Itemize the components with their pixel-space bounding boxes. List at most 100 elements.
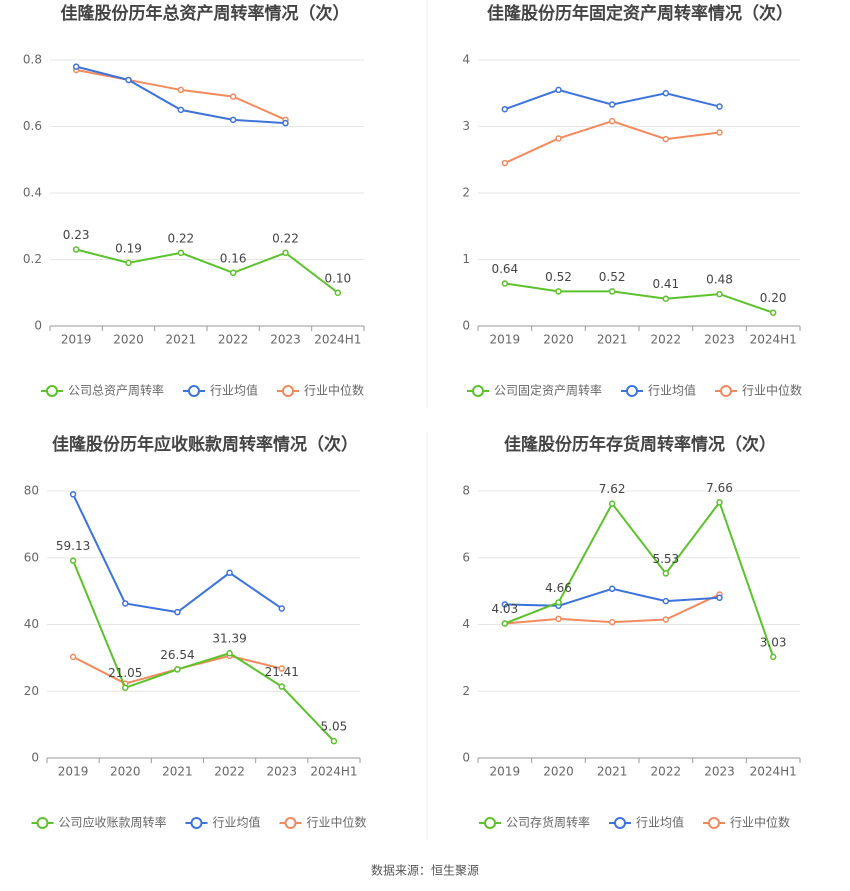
point [555,599,562,606]
y-tick-label: 6 [462,550,470,564]
x-tick-label: 2021 [597,765,628,779]
data-label: 0.16 [220,251,247,265]
legend-label: 行业中位数 [304,383,364,398]
series-line [504,120,720,164]
legend-marker [36,817,49,829]
y-tick-label: 0 [462,751,470,765]
data-label: 59.13 [56,539,90,553]
y-tick-label: 60 [24,550,39,564]
data-label: 0.52 [545,270,572,284]
point [662,570,670,577]
legend-marker [626,385,638,397]
point [282,119,289,127]
data-label: 7.62 [599,482,626,496]
point [608,618,616,626]
x-tick-label: 2022 [651,765,682,779]
point [226,649,233,657]
point [662,90,670,97]
legend-label: 行业均值 [636,815,684,830]
point [716,103,723,110]
point [608,101,616,108]
point [229,93,237,100]
chart-title: 佳隆股份历年总资产周转率情况（次） [61,3,350,24]
y-tick-label: 0.6 [23,119,42,133]
series-line [504,282,774,314]
point [177,106,185,114]
data-label: 31.39 [212,632,246,646]
point [501,620,509,627]
legend-label: 公司固定资产周转率 [494,383,602,398]
data-label: 0.10 [324,271,351,285]
point [278,683,285,690]
point [716,290,723,298]
legend-label: 公司总资产周转率 [68,383,164,398]
point [662,616,670,623]
point [501,159,509,167]
y-tick-label: 0.8 [23,53,42,67]
point [608,288,616,295]
point [122,600,129,607]
legend-label: 行业均值 [210,383,258,398]
data-label: 3.03 [760,635,787,649]
legend-marker [472,385,484,397]
point [72,63,80,70]
legend-marker [484,817,496,829]
x-tick-label: 2022 [214,765,245,779]
point [229,116,237,124]
x-tick-label: 2024H1 [750,765,797,779]
y-tick-label: 0 [31,751,39,765]
series-line [75,65,286,125]
chart-title: 佳隆股份历年应收账款周转率情况（次） [52,434,358,455]
x-tick-label: 2023 [266,765,297,779]
x-tick-label: 2022 [218,333,249,347]
y-tick-label: 3 [462,119,470,133]
point [72,246,80,253]
y-tick-label: 80 [24,484,39,498]
legend-marker [284,817,297,829]
point [769,653,777,661]
point [662,597,670,605]
legend-label: 行业均值 [213,815,261,830]
point [177,86,185,94]
point [555,288,562,295]
point [69,557,77,564]
data-label: 0.64 [491,262,518,276]
y-tick-label: 4 [462,53,470,67]
data-label: 21.05 [108,666,142,680]
y-tick-label: 2 [462,684,470,698]
legend-marker [188,385,200,397]
x-tick-label: 2019 [490,765,521,779]
y-tick-label: 1 [462,252,470,266]
point [608,117,616,125]
chart-title: 佳隆股份历年固定资产周转率情况（次） [487,3,793,24]
data-label: 0.22 [167,231,194,245]
point [174,666,181,673]
x-tick-label: 2024H1 [750,333,797,347]
point [501,280,509,287]
point [278,605,285,612]
legend-label: 公司存货周转率 [506,815,590,830]
data-label: 0.52 [599,270,626,284]
y-tick-label: 2 [462,186,470,200]
y-tick-label: 0.2 [23,252,42,266]
data-label: 5.05 [321,720,348,734]
x-tick-label: 2019 [58,765,89,779]
x-tick-label: 2024H1 [314,333,361,347]
x-tick-label: 2023 [270,333,301,347]
data-label: 7.66 [706,481,733,495]
legend-label: 行业中位数 [742,383,802,398]
chart-title: 佳隆股份历年存货周转率情况（次） [504,434,776,455]
legend-label: 公司应收账款周转率 [59,815,167,830]
point [125,76,132,84]
x-tick-label: 2020 [543,765,574,779]
point [278,665,285,672]
legend-marker [720,385,732,397]
y-tick-label: 0 [462,319,470,333]
point [226,569,233,577]
point [177,249,185,257]
point [69,653,77,661]
data-label: 5.53 [652,552,679,566]
point [122,684,129,691]
x-tick-label: 2023 [704,765,735,779]
x-tick-label: 2021 [166,333,197,347]
